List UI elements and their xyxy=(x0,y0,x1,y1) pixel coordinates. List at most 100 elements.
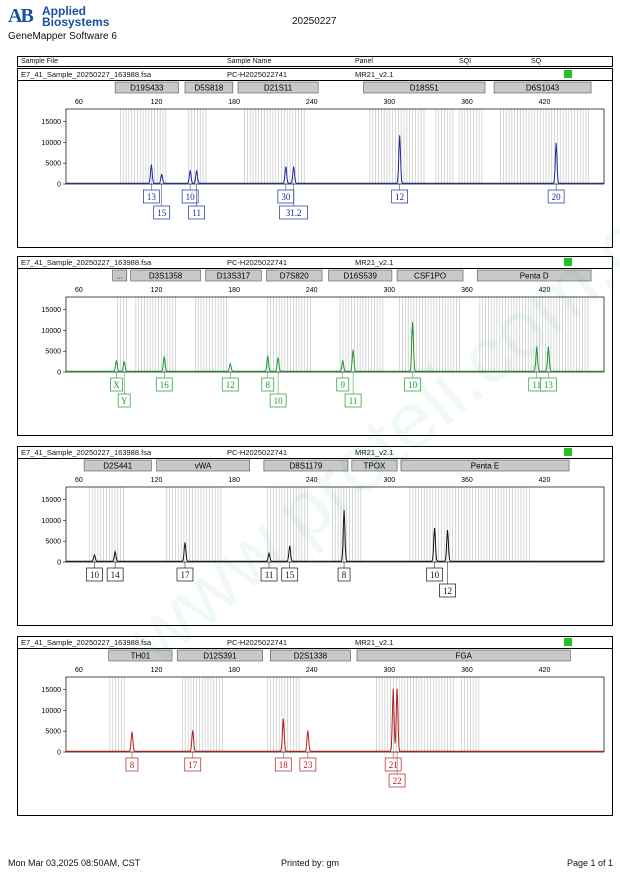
allele-call: 10 xyxy=(404,372,421,392)
allele-bin-group xyxy=(500,109,590,184)
y-tick-label: 5000 xyxy=(45,161,61,168)
allele-bin-group xyxy=(194,297,227,372)
locus-label: D21S11 xyxy=(264,84,293,93)
allele-call: 10 xyxy=(181,184,199,204)
x-tick-label: 300 xyxy=(383,99,395,106)
sq-status-indicator xyxy=(564,638,572,646)
footer-printed-by: Printed by: gm xyxy=(281,858,340,868)
allele-call: 31.2 xyxy=(279,184,308,220)
panel-name: MR21_v2.1 xyxy=(355,638,394,647)
allele-call: 12 xyxy=(391,184,409,204)
allele-call: 23 xyxy=(299,752,317,772)
allele-call: 13 xyxy=(540,372,557,392)
allele-label: 30 xyxy=(281,192,291,202)
locus-marker: CSF1PO xyxy=(396,269,464,282)
allele-label: 31.2 xyxy=(286,208,302,218)
allele-call: 17 xyxy=(176,562,194,582)
locus-marker: ... xyxy=(112,269,128,282)
allele-label: 11 xyxy=(265,570,274,580)
locus-label: D19S433 xyxy=(130,84,164,93)
panel-name: MR21_v2.1 xyxy=(355,258,394,267)
y-tick-label: 0 xyxy=(57,182,61,189)
allele-label: 17 xyxy=(188,760,198,770)
allele-call: 22 xyxy=(388,752,406,788)
panel-name: MR21_v2.1 xyxy=(355,448,394,457)
allele-label: 8 xyxy=(130,760,135,770)
plot-frame xyxy=(65,108,605,185)
x-tick-label: 60 xyxy=(75,667,83,674)
allele-call: 13 xyxy=(143,184,160,204)
allele-call: 10 xyxy=(269,372,287,408)
x-tick-label: 120 xyxy=(151,477,163,484)
locus-label: D2S441 xyxy=(103,462,132,471)
col-sq: SQ xyxy=(531,58,542,65)
locus-marker: FGA xyxy=(356,649,571,662)
allele-call: 30 xyxy=(277,184,295,204)
allele-call: 17 xyxy=(184,752,202,772)
y-tick-label: 15000 xyxy=(42,497,62,504)
allele-label: 23 xyxy=(303,760,313,770)
x-tick-label: 120 xyxy=(151,287,163,294)
allele-label: 11 xyxy=(192,208,201,218)
allele-call: 15 xyxy=(153,184,171,220)
allele-label: 10 xyxy=(186,192,196,202)
locus-marker: D7S820 xyxy=(266,269,323,282)
locus-marker: D5S818 xyxy=(184,81,234,94)
locus-label: Penta D xyxy=(520,272,549,281)
allele-bin-group xyxy=(267,677,300,752)
allele-call: Y xyxy=(117,372,131,408)
sample-info-row: E7_41_Sample_20250227_163988.fsa PC-H2025… xyxy=(18,637,612,649)
electropherogram-panel: E7_41_Sample_20250227_163988.fsa PC-H2025… xyxy=(17,446,613,626)
locus-label: Penta E xyxy=(471,462,499,471)
allele-label: 18 xyxy=(279,760,289,770)
y-tick-label: 5000 xyxy=(45,539,61,546)
electropherogram-panel: E7_41_Sample_20250227_163988.fsa PC-H2025… xyxy=(17,636,613,816)
applied-biosystems-logo: AB Applied Biosystems xyxy=(8,4,109,28)
x-tick-label: 420 xyxy=(539,287,551,294)
software-name: GeneMapper Software 6 xyxy=(8,31,117,42)
y-tick-label: 15000 xyxy=(42,307,62,314)
locus-label: ... xyxy=(116,272,123,281)
locus-marker: D12S391 xyxy=(176,649,263,662)
allele-label: 10 xyxy=(274,396,284,406)
allele-call: 14 xyxy=(106,562,124,582)
allele-label: Y xyxy=(121,396,128,406)
allele-bin-group xyxy=(458,109,483,184)
allele-label: 11 xyxy=(532,380,541,390)
x-tick-label: 60 xyxy=(75,477,83,484)
allele-call: 9 xyxy=(336,372,350,392)
sample-name: PC-H2025022741 xyxy=(227,258,288,267)
electropherogram-panel: E7_41_Sample_20250227_163988.fsa PC-H2025… xyxy=(17,256,613,436)
x-tick-label: 240 xyxy=(306,99,318,106)
sq-status-indicator xyxy=(564,70,572,78)
allele-bin-group xyxy=(267,487,308,562)
x-tick-label: 240 xyxy=(306,287,318,294)
locus-label: D2S1338 xyxy=(294,652,328,661)
locus-marker: D16S539 xyxy=(328,269,393,282)
x-tick-label: 60 xyxy=(75,287,83,294)
sq-status-indicator xyxy=(564,258,572,266)
footer-date: Mon Mar 03,2025 08:50AM, CST xyxy=(8,858,141,868)
allele-label: 10 xyxy=(430,570,440,580)
allele-call: 12 xyxy=(439,562,456,598)
allele-bin-group xyxy=(369,109,425,184)
signal-trace xyxy=(66,509,604,562)
allele-call: 11 xyxy=(260,562,278,582)
y-tick-label: 10000 xyxy=(42,328,62,335)
allele-label: 8 xyxy=(266,380,271,390)
allele-call: 11 xyxy=(188,184,205,220)
y-tick-label: 5000 xyxy=(45,349,61,356)
allele-label: 13 xyxy=(147,192,157,202)
allele-call: 18 xyxy=(274,752,292,772)
locus-marker: D18S51 xyxy=(363,81,486,94)
allele-label: X xyxy=(113,380,120,390)
allele-label: 16 xyxy=(160,380,170,390)
allele-bin-group xyxy=(479,297,589,372)
col-panel: Panel xyxy=(355,58,373,65)
x-tick-label: 420 xyxy=(539,477,551,484)
allele-call: 10 xyxy=(426,562,443,582)
x-tick-label: 120 xyxy=(151,667,163,674)
allele-label: 17 xyxy=(180,570,190,580)
allele-bin-group xyxy=(117,297,127,372)
company-line1: Applied xyxy=(42,4,86,18)
